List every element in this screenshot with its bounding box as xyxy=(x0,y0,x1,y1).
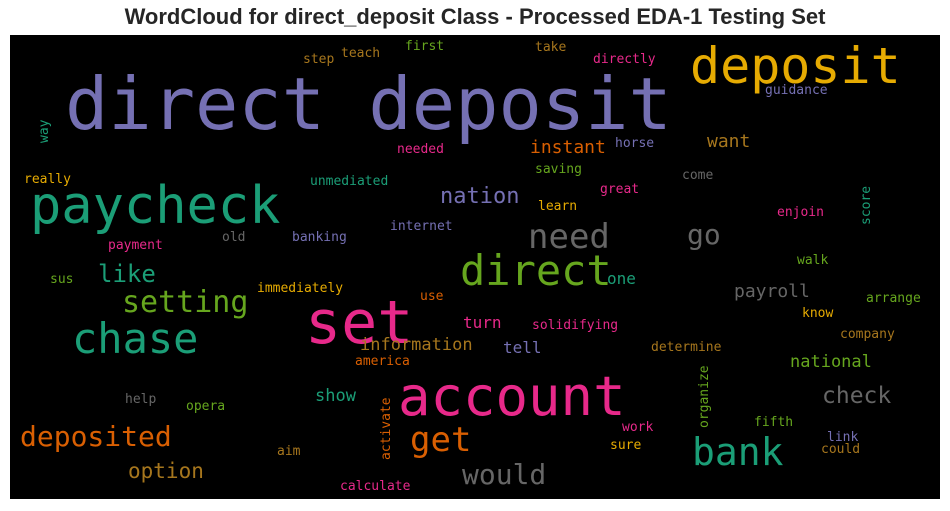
word-opera: opera xyxy=(186,399,226,414)
word-score: score xyxy=(859,185,874,225)
word-old: old xyxy=(222,230,246,245)
word-information: information xyxy=(360,335,473,355)
word-step: step xyxy=(303,52,335,67)
word-great: great xyxy=(600,182,640,197)
word-solidifying: solidifying xyxy=(532,318,619,333)
word-like: like xyxy=(98,260,156,288)
word-could: could xyxy=(821,442,861,457)
word-direct: direct xyxy=(460,246,612,295)
chart-title: WordCloud for direct_deposit Class - Pro… xyxy=(124,4,826,29)
word-chase: chase xyxy=(72,314,199,363)
word-payment: payment xyxy=(108,238,163,253)
word-sus: sus xyxy=(50,272,74,287)
word-unmediated: unmediated xyxy=(310,174,389,189)
word-take: take xyxy=(535,40,567,55)
word-horse: horse xyxy=(615,136,655,151)
word-needed: needed xyxy=(397,142,444,157)
word-would: would xyxy=(462,458,547,491)
word-internet: internet xyxy=(390,219,453,234)
word-calculate: calculate xyxy=(340,479,411,494)
word-determine: determine xyxy=(651,340,722,355)
word-guidance: guidance xyxy=(765,83,828,98)
word-show: show xyxy=(315,386,356,406)
word-company: company xyxy=(840,327,895,342)
word-know: know xyxy=(802,306,834,321)
word-really: really xyxy=(24,172,71,187)
word-direct-deposit: direct deposit xyxy=(65,62,672,146)
word-america: america xyxy=(355,354,410,369)
word-instant: instant xyxy=(530,137,606,158)
word-nation: nation xyxy=(440,184,520,209)
word-paycheck: paycheck xyxy=(30,176,281,236)
word-option: option xyxy=(128,459,204,483)
word-come: come xyxy=(682,168,714,183)
word-want: want xyxy=(707,131,751,152)
word-directly: directly xyxy=(593,52,656,67)
word-go: go xyxy=(687,218,721,251)
word-deposited: deposited xyxy=(20,420,172,453)
word-account: account xyxy=(398,365,626,428)
word-teach: teach xyxy=(341,46,381,61)
word-immediately: immediately xyxy=(257,281,344,296)
word-learn: learn xyxy=(538,199,578,214)
word-banking: banking xyxy=(292,230,347,245)
word-turn: turn xyxy=(463,313,502,332)
word-arrange: arrange xyxy=(866,291,921,306)
word-check: check xyxy=(822,383,892,409)
word-use: use xyxy=(420,289,444,304)
word-national: national xyxy=(790,352,872,372)
word-fifth: fifth xyxy=(754,415,794,430)
word-set: set xyxy=(305,288,414,358)
word-one: one xyxy=(607,269,636,288)
word-enjoin: enjoin xyxy=(777,205,824,220)
word-saving: saving xyxy=(535,162,582,177)
word-deposit: deposit xyxy=(690,37,901,95)
word-aim: aim xyxy=(277,444,301,459)
word-work: work xyxy=(622,420,654,435)
word-cloud: direct deposit deposit paycheck set acco… xyxy=(10,35,940,499)
word-activate: activate xyxy=(379,397,394,460)
word-sure: sure xyxy=(610,438,642,453)
word-first: first xyxy=(405,39,445,54)
word-need: need xyxy=(528,217,610,257)
word-help: help xyxy=(125,392,157,407)
word-bank: bank xyxy=(692,430,784,474)
word-tell: tell xyxy=(503,338,542,357)
word-way: way xyxy=(37,119,52,143)
word-get: get xyxy=(410,420,472,460)
word-payroll: payroll xyxy=(734,281,810,302)
word-setting: setting xyxy=(122,285,249,320)
word-walk: walk xyxy=(797,253,829,268)
word-link: link xyxy=(827,430,859,445)
word-organize: organize xyxy=(697,365,712,428)
